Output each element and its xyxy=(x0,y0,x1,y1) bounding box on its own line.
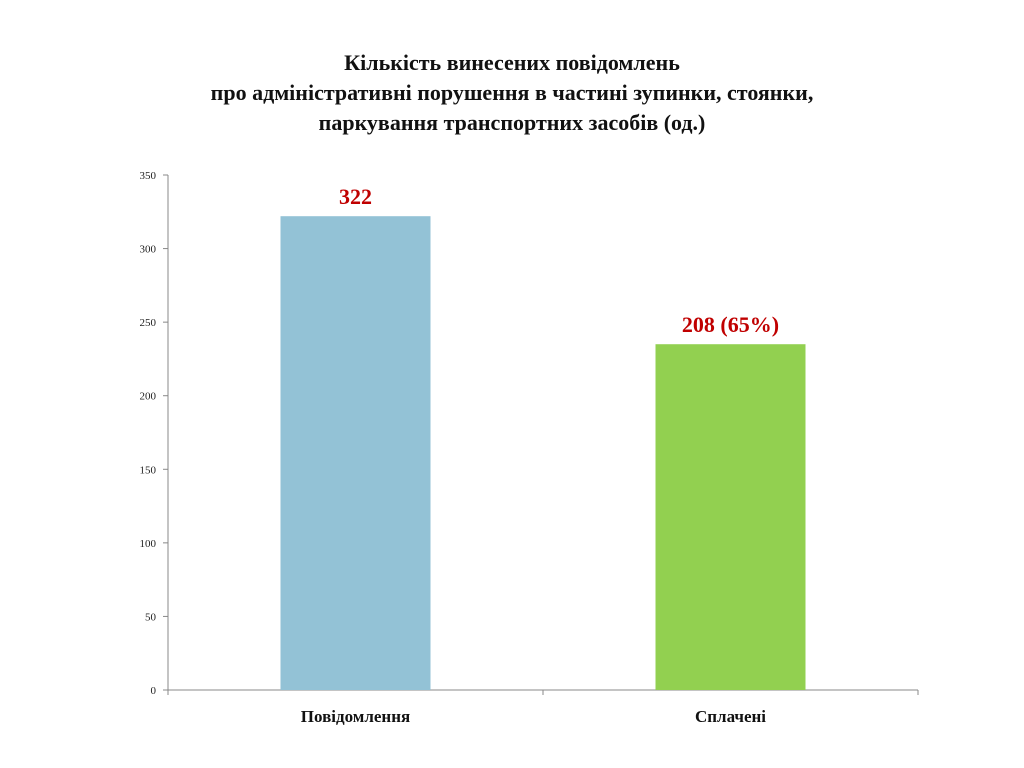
chart-title-line-1: Кількість винесених повідомлень xyxy=(344,50,680,75)
y-tick-label: 200 xyxy=(140,391,157,403)
chart-title-line-2: про адміністративні порушення в частині … xyxy=(210,80,814,105)
y-tick-label: 250 xyxy=(140,317,157,329)
bar-2 xyxy=(655,344,806,690)
y-tick-label: 50 xyxy=(145,611,157,623)
y-tick-label: 300 xyxy=(140,244,157,256)
y-tick-label: 350 xyxy=(140,170,157,182)
y-tick-label: 100 xyxy=(140,538,157,550)
data-label-2: 208 (65%) xyxy=(682,312,779,337)
y-tick-label: 0 xyxy=(151,685,157,697)
data-label-1: 322 xyxy=(339,184,372,209)
chart-title: Кількість винесених повідомлень про адмі… xyxy=(0,48,1024,138)
chart-title-line-3: паркування транспортних засобів (од.) xyxy=(318,110,706,135)
category-label-1: Повідомлення xyxy=(301,707,410,726)
bar-1 xyxy=(280,216,431,690)
category-label-2: Сплачені xyxy=(695,707,766,726)
y-tick-label: 150 xyxy=(140,464,157,476)
